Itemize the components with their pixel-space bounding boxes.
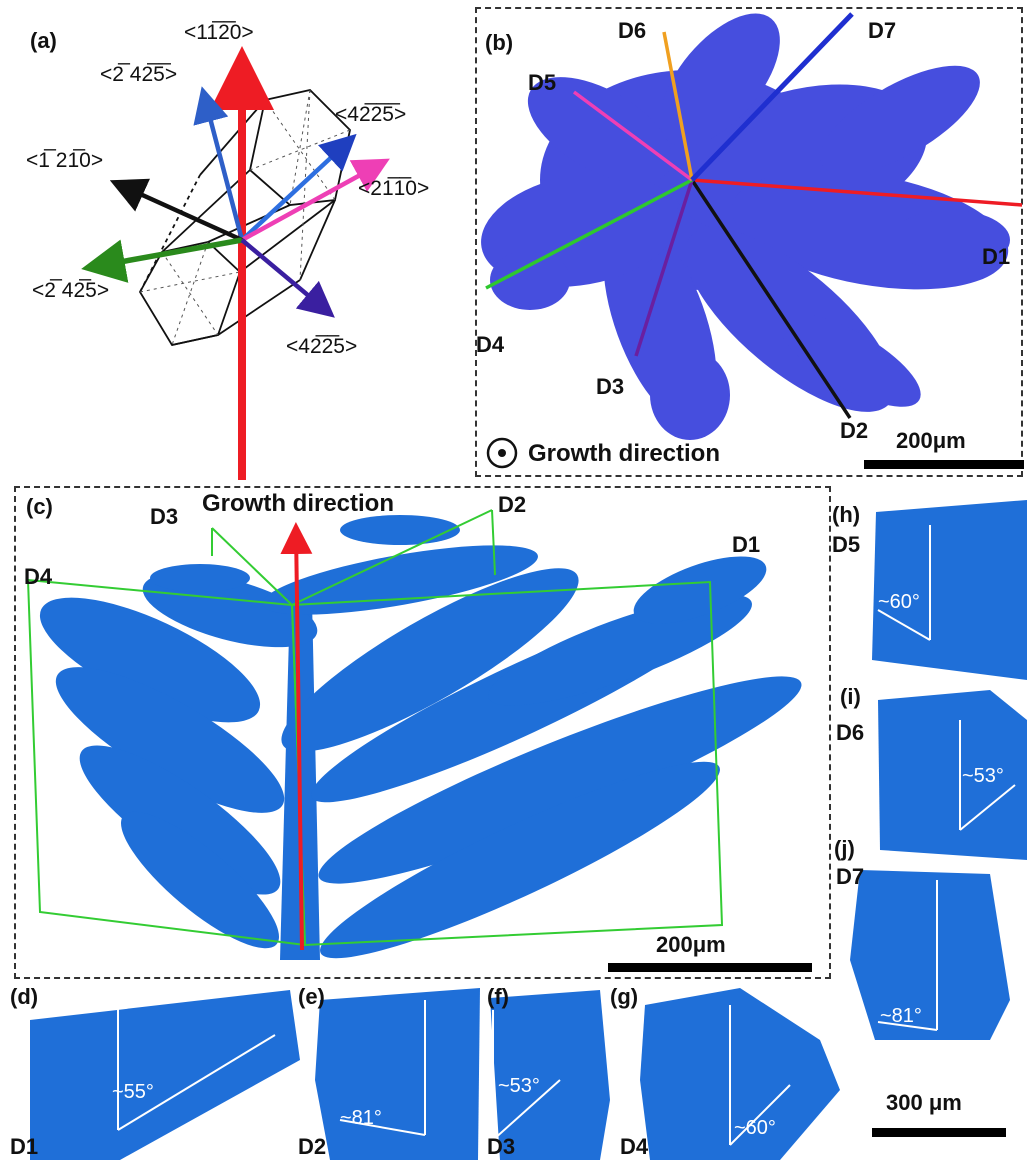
angle-f: ~53° xyxy=(498,1075,540,1097)
c-scale-bar xyxy=(608,963,812,972)
c-dir-D4: D4 xyxy=(24,564,53,589)
panel-a-label: (a) xyxy=(30,28,57,53)
angle-i: ~53° xyxy=(962,765,1004,787)
hexagonal-prism xyxy=(138,89,351,347)
j-dir-D7: D7 xyxy=(836,864,865,889)
slice-j xyxy=(850,870,1010,1040)
c-growth-arrow xyxy=(280,522,313,951)
g-dir-D4: D4 xyxy=(620,1134,649,1159)
slice-d xyxy=(30,990,300,1160)
angle-g: ~60° xyxy=(734,1117,776,1139)
panel-c-frame xyxy=(14,486,831,979)
line-D7 xyxy=(690,12,854,182)
blue-arrow xyxy=(193,86,245,241)
panel-b-frame xyxy=(475,7,1023,477)
panel-e-label: (e) xyxy=(298,984,325,1009)
purple-arrow xyxy=(240,238,335,318)
angle-h: ~60° xyxy=(878,591,920,613)
line-D4 xyxy=(485,178,693,290)
c-dir-D2: D2 xyxy=(498,492,527,517)
panel-b-dendrite-top-view xyxy=(481,12,1023,469)
panel-j-label: (j) xyxy=(834,836,855,861)
panel-f-label: (f) xyxy=(487,984,509,1009)
panel-h-label: (h) xyxy=(832,502,861,527)
panels-d-to-g-slices xyxy=(30,988,840,1160)
miller-black: <1̅ 21̅0> xyxy=(26,149,104,172)
green-arrow xyxy=(81,237,243,283)
slice-f xyxy=(490,990,610,1160)
miller-red: <11̅2̅0> xyxy=(184,21,254,44)
line-D1 xyxy=(691,178,1023,207)
angle-e: ~81° xyxy=(340,1107,382,1129)
b-dir-D1: D1 xyxy=(982,244,1011,269)
b-dir-D7: D7 xyxy=(868,18,897,43)
slice-i xyxy=(878,690,1027,860)
i-dir-D6: D6 xyxy=(836,720,865,745)
c-dir-D1: D1 xyxy=(732,532,761,557)
b-dir-D2: D2 xyxy=(840,418,869,443)
angle-d: ~55° xyxy=(112,1081,154,1103)
line-D6 xyxy=(662,31,694,181)
b-scale-bar-label: 200μm xyxy=(896,428,966,453)
panel-d-label: (d) xyxy=(10,984,39,1009)
dark-blue-arrow xyxy=(240,133,357,242)
c-dir-D3: D3 xyxy=(150,504,179,529)
miller-dark-blue: <42̅2̅5̅> xyxy=(335,103,407,126)
line-D2 xyxy=(690,179,852,419)
panel-b-label: (b) xyxy=(485,30,514,55)
panel-c-label: (c) xyxy=(26,494,53,519)
miller-green: <2̅ 42̅5> xyxy=(32,279,110,302)
black-arrow xyxy=(109,178,243,243)
panel-g-label: (g) xyxy=(610,984,639,1009)
d-dir-D1: D1 xyxy=(10,1134,39,1159)
hij-scale-bar-label: 300 μm xyxy=(886,1090,962,1115)
e-dir-D2: D2 xyxy=(298,1134,327,1159)
slice-g xyxy=(640,988,840,1160)
b-dir-D4: D4 xyxy=(476,332,505,357)
h-dir-D5: D5 xyxy=(832,532,861,557)
panel-a-crystal-diagram xyxy=(81,46,390,478)
c-scale-bar-label: 200μm xyxy=(656,932,726,957)
b-growth-direction: Growth direction xyxy=(528,440,720,467)
panel-i-label: (i) xyxy=(840,684,861,709)
angle-j: ~81° xyxy=(880,1005,922,1027)
b-dir-D6: D6 xyxy=(618,18,647,43)
slice-e xyxy=(315,988,480,1160)
f-dir-D3: D3 xyxy=(487,1134,516,1159)
miller-blue: <2̅ 42̅5̅> xyxy=(100,63,178,86)
b-dir-D5: D5 xyxy=(528,70,557,95)
line-D5 xyxy=(572,90,694,182)
hij-scale-bar xyxy=(872,1128,1006,1137)
miller-purple: <42̅2̅5> xyxy=(286,335,358,358)
b-dir-D3: D3 xyxy=(596,374,625,399)
line-D3 xyxy=(634,179,694,357)
panel-c-dendrite-side-view xyxy=(26,445,802,960)
b-scale-bar xyxy=(864,460,1024,469)
slice-h xyxy=(872,500,1027,680)
miller-magenta: <21̅1̅0> xyxy=(358,177,430,200)
c-growth-direction: Growth direction xyxy=(202,490,394,517)
magenta-arrow xyxy=(240,158,390,242)
